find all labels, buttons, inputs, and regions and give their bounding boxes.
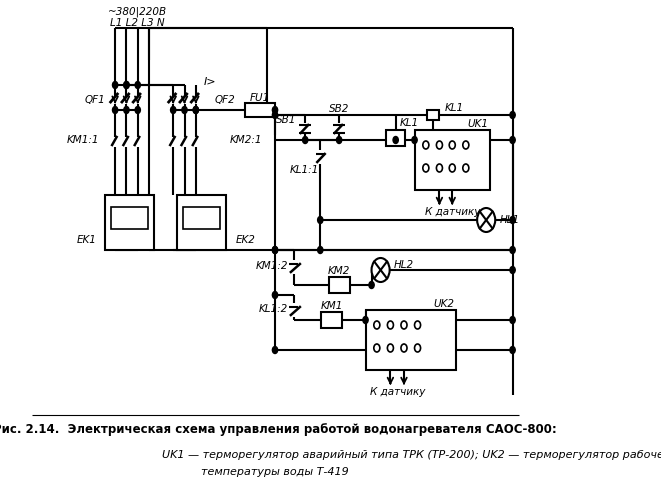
Circle shape — [193, 106, 198, 114]
Text: EK2: EK2 — [236, 235, 256, 245]
Text: KL1: KL1 — [445, 103, 464, 113]
Text: KM1: KM1 — [321, 301, 343, 311]
Text: UK1: UK1 — [467, 119, 488, 129]
Circle shape — [510, 112, 515, 118]
Bar — [386, 130, 405, 146]
Text: FU1: FU1 — [250, 93, 270, 103]
Circle shape — [374, 321, 380, 329]
Circle shape — [318, 246, 323, 254]
Bar — [183, 207, 220, 229]
Circle shape — [510, 216, 515, 224]
Bar — [366, 310, 456, 370]
Text: KL1:2: KL1:2 — [258, 304, 288, 314]
Circle shape — [401, 321, 407, 329]
Text: KM2:1: KM2:1 — [230, 135, 262, 145]
Text: UK2: UK2 — [434, 299, 455, 309]
Text: I>: I> — [204, 77, 216, 87]
Circle shape — [449, 164, 455, 172]
Circle shape — [423, 141, 429, 149]
Bar — [321, 312, 342, 328]
Text: QF2: QF2 — [215, 95, 235, 105]
Text: К датчику: К датчику — [424, 207, 480, 217]
Bar — [414, 130, 490, 190]
Text: HL1: HL1 — [500, 215, 520, 225]
Text: Рис. 2.14.  Электрическая схема управления работой водонагревателя САОС-800:: Рис. 2.14. Электрическая схема управлени… — [0, 424, 557, 436]
Text: SB2: SB2 — [329, 104, 349, 114]
Text: UK1 — терморегулятор аварийный типа ТРК (ТР-200); UK2 — терморегулятор рабочей: UK1 — терморегулятор аварийный типа ТРК … — [162, 450, 661, 460]
Circle shape — [414, 321, 420, 329]
Circle shape — [510, 266, 515, 274]
Text: KL1: KL1 — [399, 118, 418, 128]
Text: L1 L2 L3 N: L1 L2 L3 N — [110, 18, 165, 28]
Circle shape — [414, 344, 420, 352]
Circle shape — [374, 344, 380, 352]
Bar — [111, 207, 148, 229]
Circle shape — [135, 82, 140, 88]
Circle shape — [449, 141, 455, 149]
Circle shape — [182, 106, 187, 114]
Circle shape — [318, 216, 323, 224]
Circle shape — [272, 292, 278, 298]
Circle shape — [423, 164, 429, 172]
Circle shape — [510, 316, 515, 324]
Bar — [428, 110, 440, 120]
Circle shape — [436, 141, 442, 149]
Circle shape — [112, 106, 118, 114]
Circle shape — [303, 136, 308, 143]
Circle shape — [124, 82, 129, 88]
Circle shape — [463, 141, 469, 149]
Circle shape — [336, 136, 342, 143]
Circle shape — [387, 344, 393, 352]
Circle shape — [387, 321, 393, 329]
Bar — [105, 195, 154, 250]
Circle shape — [463, 164, 469, 172]
Text: HL2: HL2 — [394, 260, 414, 270]
Circle shape — [272, 106, 278, 114]
Circle shape — [510, 246, 515, 254]
Circle shape — [477, 208, 495, 232]
Text: температуры воды Т-419: температуры воды Т-419 — [201, 467, 349, 477]
Text: К датчику: К датчику — [369, 387, 425, 397]
Circle shape — [436, 164, 442, 172]
Bar — [245, 103, 275, 117]
Circle shape — [369, 282, 374, 288]
Circle shape — [124, 106, 129, 114]
Text: KM1:2: KM1:2 — [255, 261, 288, 271]
Circle shape — [272, 246, 278, 254]
Circle shape — [412, 136, 417, 143]
Circle shape — [272, 246, 278, 254]
Circle shape — [401, 344, 407, 352]
Bar — [329, 277, 350, 293]
Text: EK1: EK1 — [77, 235, 97, 245]
Circle shape — [363, 316, 368, 324]
Circle shape — [510, 136, 515, 143]
Circle shape — [135, 106, 140, 114]
Circle shape — [393, 136, 399, 143]
Text: SB1: SB1 — [276, 115, 296, 125]
Circle shape — [510, 346, 515, 354]
Circle shape — [124, 82, 129, 88]
Circle shape — [112, 82, 118, 88]
Bar — [177, 195, 226, 250]
Circle shape — [272, 112, 278, 118]
Text: KL1:1: KL1:1 — [290, 165, 319, 175]
Text: KM1:1: KM1:1 — [67, 135, 99, 145]
Circle shape — [272, 346, 278, 354]
Text: KM2: KM2 — [328, 266, 350, 276]
Text: ~380|220В: ~380|220В — [108, 6, 167, 17]
Circle shape — [371, 258, 389, 282]
Circle shape — [171, 106, 176, 114]
Text: QF1: QF1 — [85, 95, 105, 105]
Circle shape — [193, 106, 198, 114]
